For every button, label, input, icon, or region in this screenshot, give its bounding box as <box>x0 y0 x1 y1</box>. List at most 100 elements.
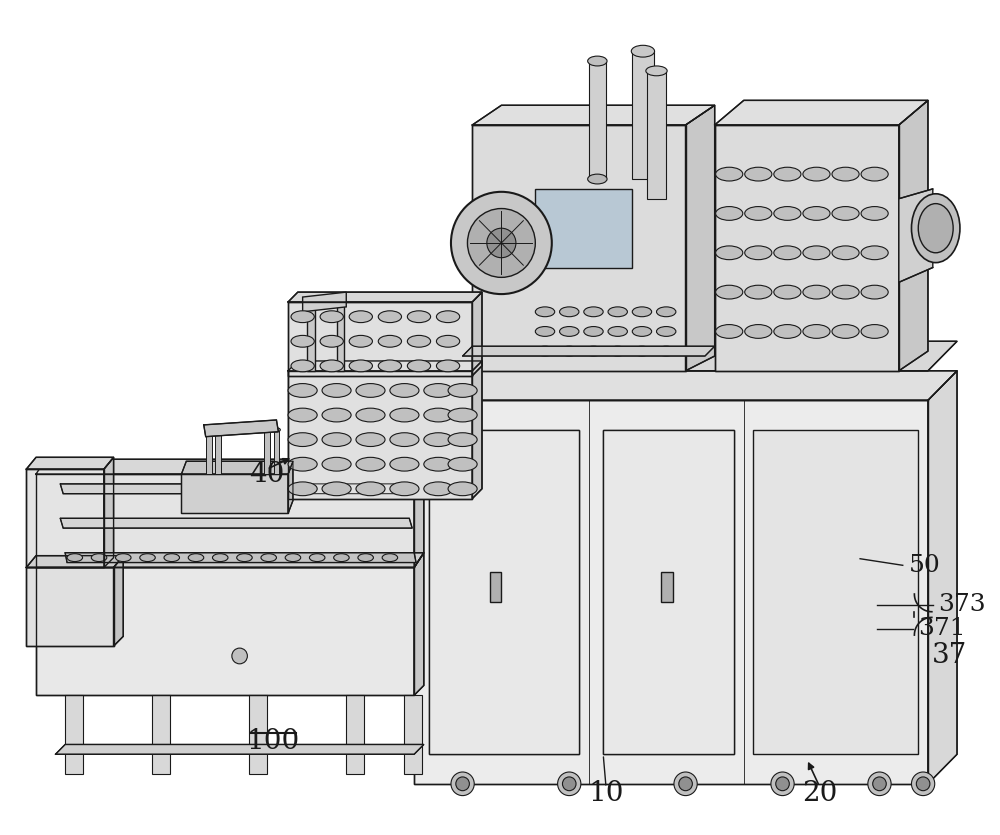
Ellipse shape <box>745 325 772 338</box>
Polygon shape <box>429 430 579 754</box>
Ellipse shape <box>291 336 314 347</box>
Ellipse shape <box>803 245 830 260</box>
Circle shape <box>467 209 535 277</box>
Ellipse shape <box>322 458 351 471</box>
Ellipse shape <box>407 360 431 372</box>
Ellipse shape <box>116 554 131 562</box>
Ellipse shape <box>632 347 652 356</box>
Ellipse shape <box>407 336 431 347</box>
Ellipse shape <box>535 307 555 316</box>
Polygon shape <box>204 420 278 437</box>
Polygon shape <box>60 519 412 528</box>
Ellipse shape <box>584 326 603 337</box>
Bar <box>603 430 734 754</box>
Circle shape <box>562 777 576 791</box>
Circle shape <box>911 772 935 796</box>
Ellipse shape <box>436 336 460 347</box>
Ellipse shape <box>390 458 419 471</box>
Ellipse shape <box>716 286 743 299</box>
Ellipse shape <box>291 360 314 372</box>
Ellipse shape <box>309 554 325 562</box>
Ellipse shape <box>320 311 343 322</box>
Ellipse shape <box>448 383 477 397</box>
Ellipse shape <box>803 325 830 338</box>
Ellipse shape <box>584 347 603 356</box>
Ellipse shape <box>288 383 317 397</box>
Ellipse shape <box>716 325 743 338</box>
Ellipse shape <box>832 167 859 181</box>
Ellipse shape <box>407 311 431 322</box>
Ellipse shape <box>657 347 676 356</box>
Ellipse shape <box>320 336 343 347</box>
Ellipse shape <box>803 286 830 299</box>
Ellipse shape <box>911 194 960 263</box>
Ellipse shape <box>378 336 402 347</box>
Text: 20: 20 <box>802 780 837 807</box>
Polygon shape <box>715 100 928 125</box>
Polygon shape <box>603 430 734 754</box>
Ellipse shape <box>584 307 603 316</box>
Ellipse shape <box>237 554 252 562</box>
Polygon shape <box>36 553 424 568</box>
Ellipse shape <box>322 433 351 447</box>
Ellipse shape <box>745 245 772 260</box>
Ellipse shape <box>336 299 345 305</box>
Ellipse shape <box>188 554 204 562</box>
Circle shape <box>451 192 552 294</box>
Ellipse shape <box>273 428 280 432</box>
Polygon shape <box>36 568 414 696</box>
Polygon shape <box>26 458 114 469</box>
Polygon shape <box>463 347 715 356</box>
Ellipse shape <box>356 383 385 397</box>
Ellipse shape <box>424 433 453 447</box>
Circle shape <box>558 772 581 796</box>
Bar <box>65 696 83 774</box>
Ellipse shape <box>334 554 349 562</box>
Text: 373: 373 <box>938 593 985 616</box>
Ellipse shape <box>631 45 655 57</box>
Ellipse shape <box>349 311 372 322</box>
Circle shape <box>456 777 469 791</box>
Polygon shape <box>899 100 928 371</box>
Polygon shape <box>36 474 414 568</box>
Ellipse shape <box>436 311 460 322</box>
Ellipse shape <box>164 554 180 562</box>
Ellipse shape <box>448 458 477 471</box>
Polygon shape <box>303 292 346 311</box>
Polygon shape <box>472 361 482 498</box>
Ellipse shape <box>745 286 772 299</box>
Ellipse shape <box>288 433 317 447</box>
Ellipse shape <box>285 554 301 562</box>
Ellipse shape <box>378 360 402 372</box>
Ellipse shape <box>588 56 607 66</box>
Ellipse shape <box>291 311 314 322</box>
Bar <box>753 430 918 754</box>
Polygon shape <box>60 483 412 493</box>
Bar <box>337 302 344 371</box>
Bar <box>632 51 654 179</box>
Ellipse shape <box>424 458 453 471</box>
Ellipse shape <box>745 167 772 181</box>
Ellipse shape <box>390 433 419 447</box>
Ellipse shape <box>307 299 316 305</box>
Ellipse shape <box>358 554 373 562</box>
Polygon shape <box>472 125 686 371</box>
Bar <box>274 430 279 474</box>
Circle shape <box>451 772 474 796</box>
Ellipse shape <box>716 167 743 181</box>
Circle shape <box>873 777 886 791</box>
Ellipse shape <box>608 307 627 316</box>
Bar <box>215 430 221 474</box>
Ellipse shape <box>349 360 372 372</box>
Polygon shape <box>686 105 715 371</box>
Ellipse shape <box>288 482 317 496</box>
Ellipse shape <box>861 206 888 220</box>
Bar <box>589 61 606 179</box>
Ellipse shape <box>436 360 460 372</box>
Ellipse shape <box>448 482 477 496</box>
Polygon shape <box>65 553 416 563</box>
Polygon shape <box>26 568 114 646</box>
Ellipse shape <box>356 408 385 422</box>
Ellipse shape <box>424 408 453 422</box>
Ellipse shape <box>356 482 385 496</box>
